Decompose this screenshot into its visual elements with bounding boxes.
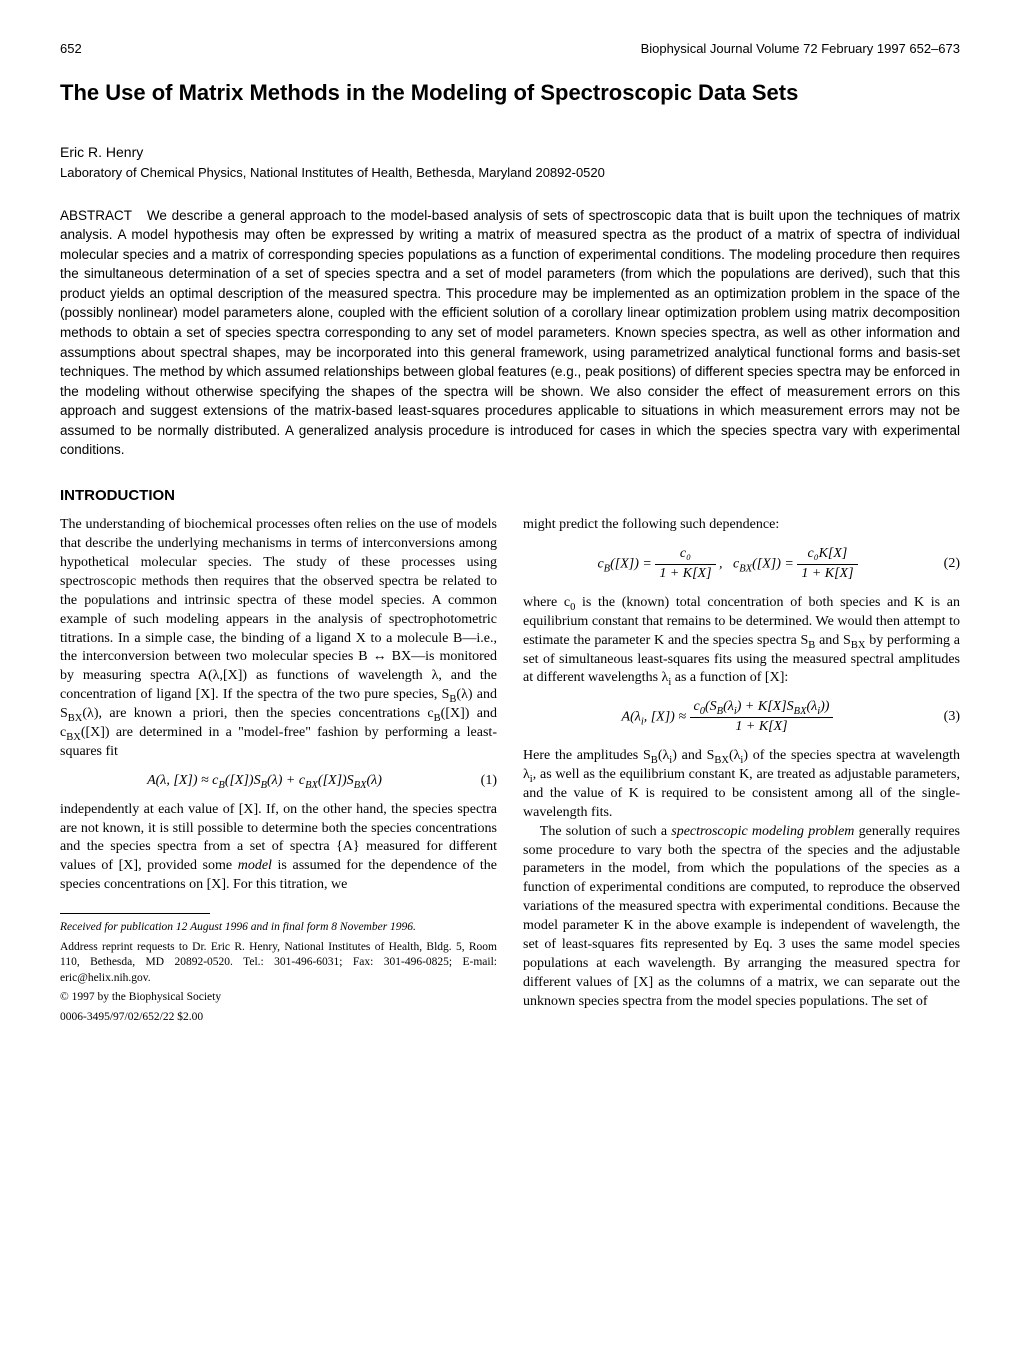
equation-3-number: (3) — [932, 708, 960, 727]
author-name: Eric R. Henry — [60, 143, 960, 162]
journal-info: Biophysical Journal Volume 72 February 1… — [641, 40, 960, 58]
footnote-code: 0006-3495/97/02/652/22 $2.00 — [60, 1010, 497, 1026]
page-number: 652 — [60, 40, 82, 58]
footnote-separator — [60, 913, 210, 914]
body-paragraph: The understanding of biochemical process… — [60, 516, 497, 762]
author-affiliation: Laboratory of Chemical Physics, National… — [60, 164, 960, 182]
article-title: The Use of Matrix Methods in the Modelin… — [60, 78, 960, 108]
equation-1: A(λ, [X]) ≈ cB([X])SB(λ) + cBX([X])SBX(λ… — [60, 772, 497, 791]
section-heading-introduction: INTRODUCTION — [60, 486, 960, 506]
abstract-block: ABSTRACT We describe a general approach … — [60, 206, 960, 460]
equation-2: cB([X]) = c₀1 + K[X] , cBX([X]) = c₀K[X]… — [523, 545, 960, 584]
body-paragraph: might predict the following such depende… — [523, 516, 960, 535]
footnote-received: Received for publication 12 August 1996 … — [60, 920, 497, 936]
body-columns: The understanding of biochemical process… — [60, 516, 960, 1025]
body-paragraph: independently at each value of [X]. If, … — [60, 801, 497, 895]
body-paragraph: The solution of such a spectroscopic mod… — [523, 823, 960, 1012]
running-header: 652 Biophysical Journal Volume 72 Februa… — [60, 40, 960, 58]
footnote-copyright: © 1997 by the Biophysical Society — [60, 990, 497, 1006]
body-paragraph: where c0 is the (known) total concentrat… — [523, 594, 960, 688]
equation-3: A(λi, [X]) ≈ c0(SB(λi) + K[X]SBX(λi)) 1 … — [523, 698, 960, 737]
equation-2-number: (2) — [932, 555, 960, 574]
equation-3-body: A(λi, [X]) ≈ c0(SB(λi) + K[X]SBX(λi)) 1 … — [523, 698, 932, 737]
footnote-address: Address reprint requests to Dr. Eric R. … — [60, 940, 497, 987]
abstract-text: We describe a general approach to the mo… — [60, 208, 960, 458]
footnotes-block: Received for publication 12 August 1996 … — [60, 920, 497, 1025]
abstract-label: ABSTRACT — [60, 208, 132, 223]
equation-1-body: A(λ, [X]) ≈ cB([X])SB(λ) + cBX([X])SBX(λ… — [60, 772, 469, 791]
equation-2-body: cB([X]) = c₀1 + K[X] , cBX([X]) = c₀K[X]… — [523, 545, 932, 584]
equation-1-number: (1) — [469, 772, 497, 791]
body-paragraph: Here the amplitudes SB(λi) and SBX(λi) o… — [523, 747, 960, 823]
